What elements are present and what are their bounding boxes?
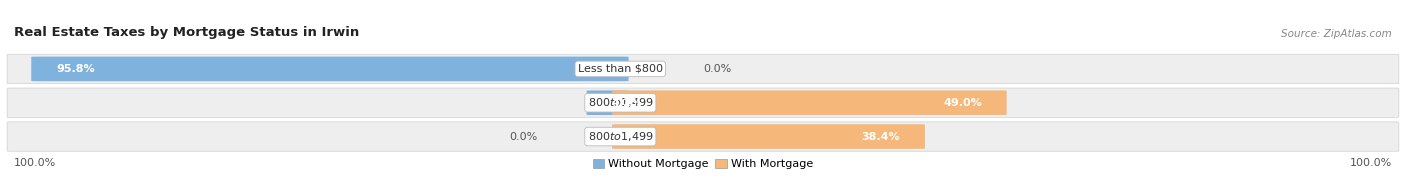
- Text: 4.2%: 4.2%: [612, 98, 643, 108]
- Text: 0.0%: 0.0%: [703, 64, 731, 74]
- Legend: Without Mortgage, With Mortgage: Without Mortgage, With Mortgage: [593, 159, 813, 169]
- FancyBboxPatch shape: [612, 90, 1007, 115]
- Text: 100.0%: 100.0%: [1350, 158, 1392, 168]
- Text: 38.4%: 38.4%: [862, 132, 900, 142]
- FancyBboxPatch shape: [31, 57, 628, 81]
- Text: 100.0%: 100.0%: [14, 158, 56, 168]
- FancyBboxPatch shape: [7, 54, 1399, 84]
- FancyBboxPatch shape: [586, 90, 628, 115]
- FancyBboxPatch shape: [612, 124, 925, 149]
- Text: 95.8%: 95.8%: [56, 64, 94, 74]
- Text: Less than $800: Less than $800: [578, 64, 662, 74]
- Text: 0.0%: 0.0%: [509, 132, 537, 142]
- FancyBboxPatch shape: [7, 88, 1399, 117]
- Text: Real Estate Taxes by Mortgage Status in Irwin: Real Estate Taxes by Mortgage Status in …: [14, 26, 360, 39]
- Text: 49.0%: 49.0%: [943, 98, 981, 108]
- Text: $800 to $1,499: $800 to $1,499: [588, 130, 654, 143]
- FancyBboxPatch shape: [7, 122, 1399, 151]
- Text: $800 to $1,499: $800 to $1,499: [588, 96, 654, 109]
- Text: Source: ZipAtlas.com: Source: ZipAtlas.com: [1281, 29, 1392, 39]
